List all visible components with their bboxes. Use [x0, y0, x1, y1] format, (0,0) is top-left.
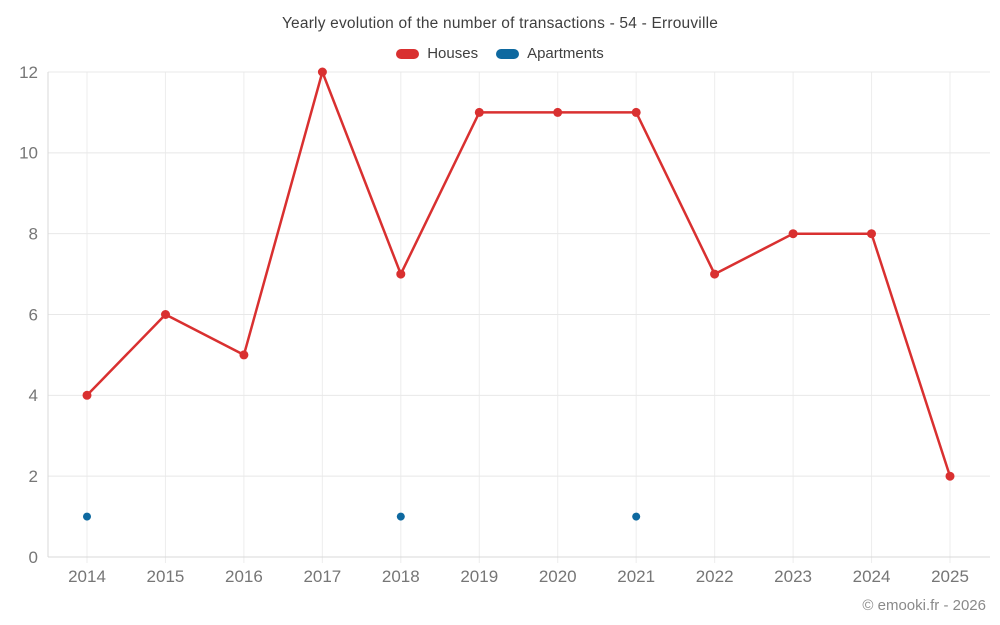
point-houses-2022[interactable] — [710, 269, 720, 279]
legend-item-houses[interactable]: Houses — [396, 45, 478, 62]
point-apartments-2021[interactable] — [632, 512, 641, 521]
x-tick-label: 2015 — [147, 567, 185, 586]
copyright: © emooki.fr - 2026 — [862, 597, 986, 614]
y-tick-label: 2 — [29, 467, 38, 486]
point-houses-2015[interactable] — [161, 310, 170, 319]
x-tick-label: 2021 — [617, 567, 655, 586]
y-tick-label: 0 — [29, 548, 38, 567]
x-tick-label: 2018 — [382, 567, 420, 586]
y-tick-label: 12 — [19, 63, 38, 82]
y-tick-label: 6 — [29, 305, 38, 324]
point-houses-2023[interactable] — [788, 229, 798, 239]
point-houses-2017[interactable] — [317, 67, 327, 77]
x-tick-label: 2024 — [853, 567, 891, 586]
legend-label-apartments: Apartments — [527, 45, 604, 62]
legend-label-houses: Houses — [427, 45, 479, 62]
legend-item-apartments[interactable]: Apartments — [496, 45, 604, 62]
x-tick-label: 2016 — [225, 567, 263, 586]
point-apartments-2014[interactable] — [83, 512, 91, 521]
x-tick-label: 2023 — [774, 567, 812, 586]
x-tick-label: 2019 — [460, 567, 498, 586]
point-apartments-2018[interactable] — [396, 512, 405, 521]
y-tick-label: 8 — [29, 224, 38, 243]
point-houses-2019[interactable] — [474, 107, 484, 117]
point-houses-2025[interactable] — [945, 471, 955, 481]
y-tick-label: 10 — [19, 144, 38, 163]
x-tick-label: 2025 — [931, 567, 969, 586]
houses-swatch-icon — [396, 48, 420, 59]
chart-title: Yearly evolution of the number of transa… — [281, 15, 719, 32]
point-houses-2014[interactable] — [82, 390, 92, 400]
x-tick-label: 2020 — [539, 567, 577, 586]
point-houses-2024[interactable] — [867, 229, 876, 239]
legend: Houses Apartments — [0, 45, 1000, 62]
houses-line — [85, 70, 952, 478]
x-tick-label: 2014 — [68, 567, 106, 586]
point-houses-2020[interactable] — [553, 107, 563, 117]
point-houses-2021[interactable] — [631, 107, 641, 117]
apartments-swatch-icon — [496, 48, 520, 59]
y-tick-label: 4 — [29, 386, 38, 405]
x-tick-label: 2017 — [303, 567, 341, 586]
x-tick-label: 2022 — [696, 567, 734, 586]
point-houses-2018[interactable] — [396, 269, 406, 279]
point-houses-2016[interactable] — [239, 350, 249, 360]
